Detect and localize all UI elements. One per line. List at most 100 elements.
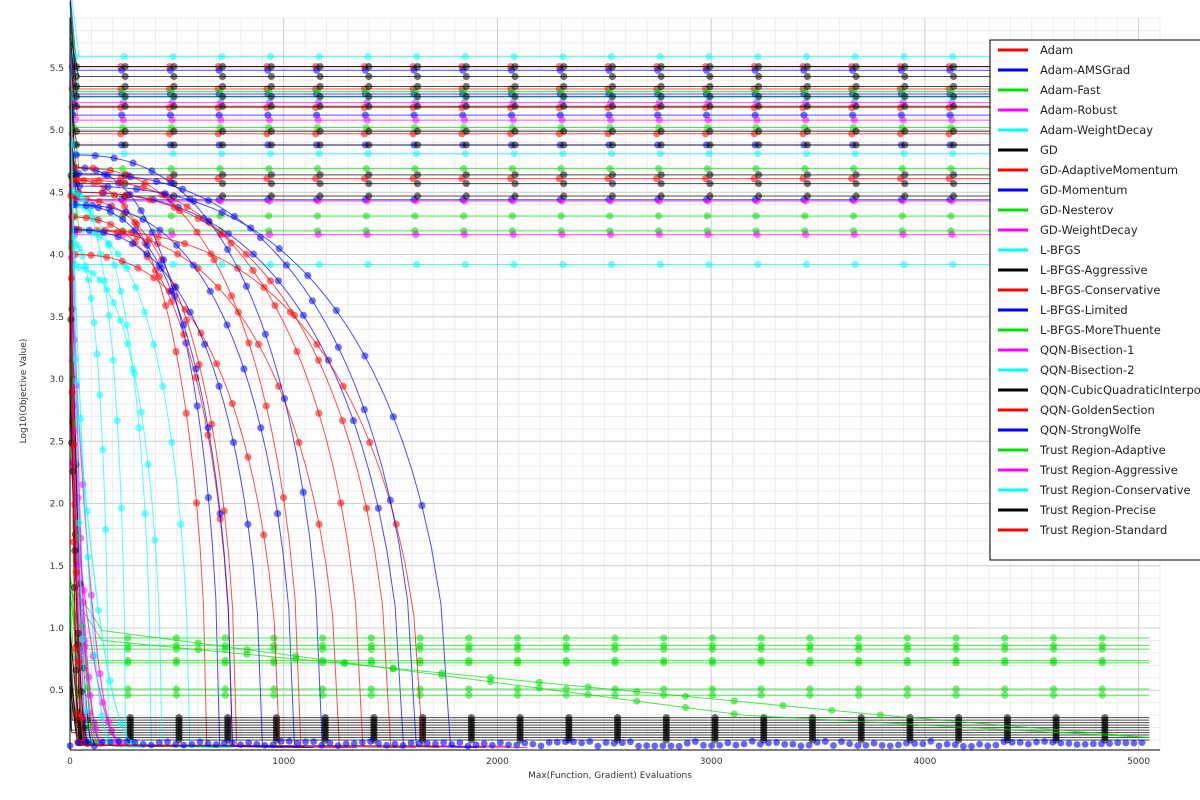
data-point bbox=[365, 179, 373, 188]
data-point bbox=[218, 208, 226, 217]
x-tick-label: 1000 bbox=[272, 757, 295, 767]
data-point bbox=[172, 691, 181, 699]
data-point bbox=[375, 740, 383, 748]
data-point bbox=[123, 339, 132, 348]
data-point bbox=[968, 742, 975, 750]
data-point bbox=[121, 82, 129, 91]
data-point bbox=[237, 741, 244, 748]
data-point bbox=[562, 645, 570, 653]
data-point bbox=[172, 645, 181, 653]
data-point bbox=[265, 165, 273, 173]
data-point bbox=[1041, 738, 1048, 745]
legend-label: Trust Region-Aggressive bbox=[1039, 463, 1178, 477]
data-point bbox=[210, 256, 218, 264]
data-point bbox=[267, 72, 275, 81]
data-point bbox=[691, 738, 699, 745]
data-point bbox=[852, 141, 860, 149]
data-point bbox=[257, 424, 265, 432]
data-point bbox=[295, 438, 303, 447]
series-baseline bbox=[66, 737, 1146, 750]
data-point bbox=[192, 499, 201, 507]
data-point bbox=[857, 736, 865, 744]
data-point bbox=[119, 227, 127, 236]
data-point bbox=[267, 92, 275, 101]
x-tick-label: 5000 bbox=[1127, 757, 1150, 767]
y-axis-title: Log10(Objective Value) bbox=[19, 339, 29, 444]
data-point bbox=[267, 62, 275, 71]
data-point bbox=[465, 685, 473, 693]
data-point bbox=[69, 538, 78, 546]
data-point bbox=[167, 298, 176, 306]
data-point bbox=[146, 196, 154, 204]
data-point bbox=[75, 519, 83, 527]
data-point bbox=[71, 547, 79, 555]
data-point bbox=[586, 738, 594, 745]
data-point bbox=[362, 165, 370, 173]
data-point bbox=[254, 340, 263, 348]
data-point bbox=[106, 166, 114, 175]
data-point bbox=[1049, 738, 1057, 746]
data-point bbox=[1106, 740, 1113, 747]
data-point bbox=[553, 738, 561, 746]
data-point bbox=[82, 265, 90, 274]
data-point bbox=[855, 645, 863, 653]
data-point bbox=[850, 116, 858, 124]
data-point bbox=[462, 92, 470, 101]
data-point bbox=[286, 308, 295, 316]
data-point bbox=[218, 260, 226, 269]
data-point bbox=[319, 691, 327, 699]
data-point bbox=[757, 645, 765, 653]
data-point bbox=[72, 163, 80, 172]
data-point bbox=[131, 739, 139, 746]
data-point bbox=[803, 141, 811, 149]
data-point bbox=[607, 231, 615, 239]
data-point bbox=[755, 179, 763, 188]
data-point bbox=[537, 742, 545, 750]
legend-label: Trust Region-Conservative bbox=[1039, 483, 1191, 497]
data-point bbox=[1049, 659, 1058, 667]
data-point bbox=[240, 365, 248, 373]
data-point bbox=[367, 634, 375, 642]
data-point bbox=[82, 201, 90, 210]
data-point bbox=[218, 52, 226, 61]
data-point bbox=[204, 424, 212, 432]
data-point bbox=[789, 740, 797, 748]
x-axis-title: Max(Function, Gradient) Evaluations bbox=[528, 771, 692, 781]
data-point bbox=[681, 703, 690, 712]
data-point bbox=[123, 738, 131, 745]
legend-label: GD-AdaptiveMomentum bbox=[1040, 163, 1178, 177]
data-point bbox=[75, 182, 84, 190]
data-point bbox=[96, 669, 104, 678]
data-point bbox=[562, 634, 570, 642]
data-point bbox=[1065, 740, 1073, 747]
data-point bbox=[1098, 659, 1106, 667]
y-tick-label: 2.0 bbox=[50, 500, 65, 510]
data-point bbox=[116, 316, 125, 325]
data-point bbox=[124, 685, 132, 693]
data-point bbox=[114, 250, 122, 258]
data-point bbox=[219, 92, 227, 101]
data-point bbox=[178, 185, 187, 193]
data-point bbox=[389, 664, 397, 672]
data-point bbox=[87, 294, 95, 302]
data-point bbox=[949, 150, 957, 158]
data-point bbox=[139, 215, 147, 224]
data-point bbox=[124, 634, 132, 642]
legend-label: GD-Momentum bbox=[1040, 183, 1127, 197]
data-point bbox=[560, 127, 568, 135]
data-point bbox=[413, 52, 421, 61]
data-point bbox=[413, 260, 421, 269]
data-point bbox=[134, 264, 142, 272]
data-point bbox=[560, 102, 568, 110]
data-point bbox=[757, 685, 765, 693]
legend-label: Adam bbox=[1040, 43, 1073, 57]
data-point bbox=[560, 72, 568, 81]
data-point bbox=[852, 102, 860, 110]
data-point bbox=[386, 496, 394, 504]
data-point bbox=[128, 240, 137, 248]
data-point bbox=[109, 356, 117, 364]
data-point bbox=[72, 377, 80, 385]
data-point bbox=[122, 191, 130, 199]
data-point bbox=[91, 152, 99, 160]
data-point bbox=[855, 634, 863, 642]
